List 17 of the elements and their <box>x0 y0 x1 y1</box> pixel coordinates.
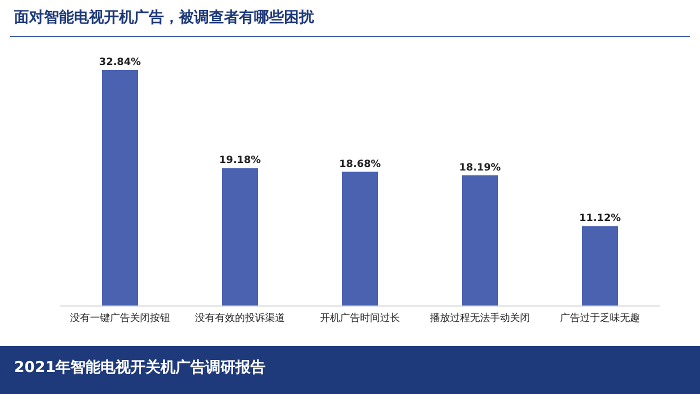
data-label: 18.19% <box>459 162 501 174</box>
x-tick-label: 开机广告时间过长 <box>320 312 400 324</box>
bar <box>102 70 138 306</box>
x-tick-label: 广告过于乏味无趣 <box>560 312 640 324</box>
data-label: 19.18% <box>219 155 261 166</box>
bar <box>462 175 498 306</box>
data-label: 32.84% <box>99 57 141 68</box>
chart-title: 面对智能电视开机广告，被调查者有哪些困扰 <box>14 8 314 27</box>
x-tick-label: 播放过程无法手动关闭 <box>430 312 530 324</box>
data-label: 18.68% <box>339 158 381 170</box>
text: 2021年智能电视开关机广告调研报告 <box>14 358 266 377</box>
bar <box>582 226 618 306</box>
data-label: 11.12% <box>579 213 621 224</box>
x-tick-label: 没有有效的投诉渠道 <box>195 312 285 324</box>
bar <box>222 168 258 306</box>
x-tick-label: 没有一键广告关闭按钮 <box>70 312 170 324</box>
bar <box>342 172 378 306</box>
